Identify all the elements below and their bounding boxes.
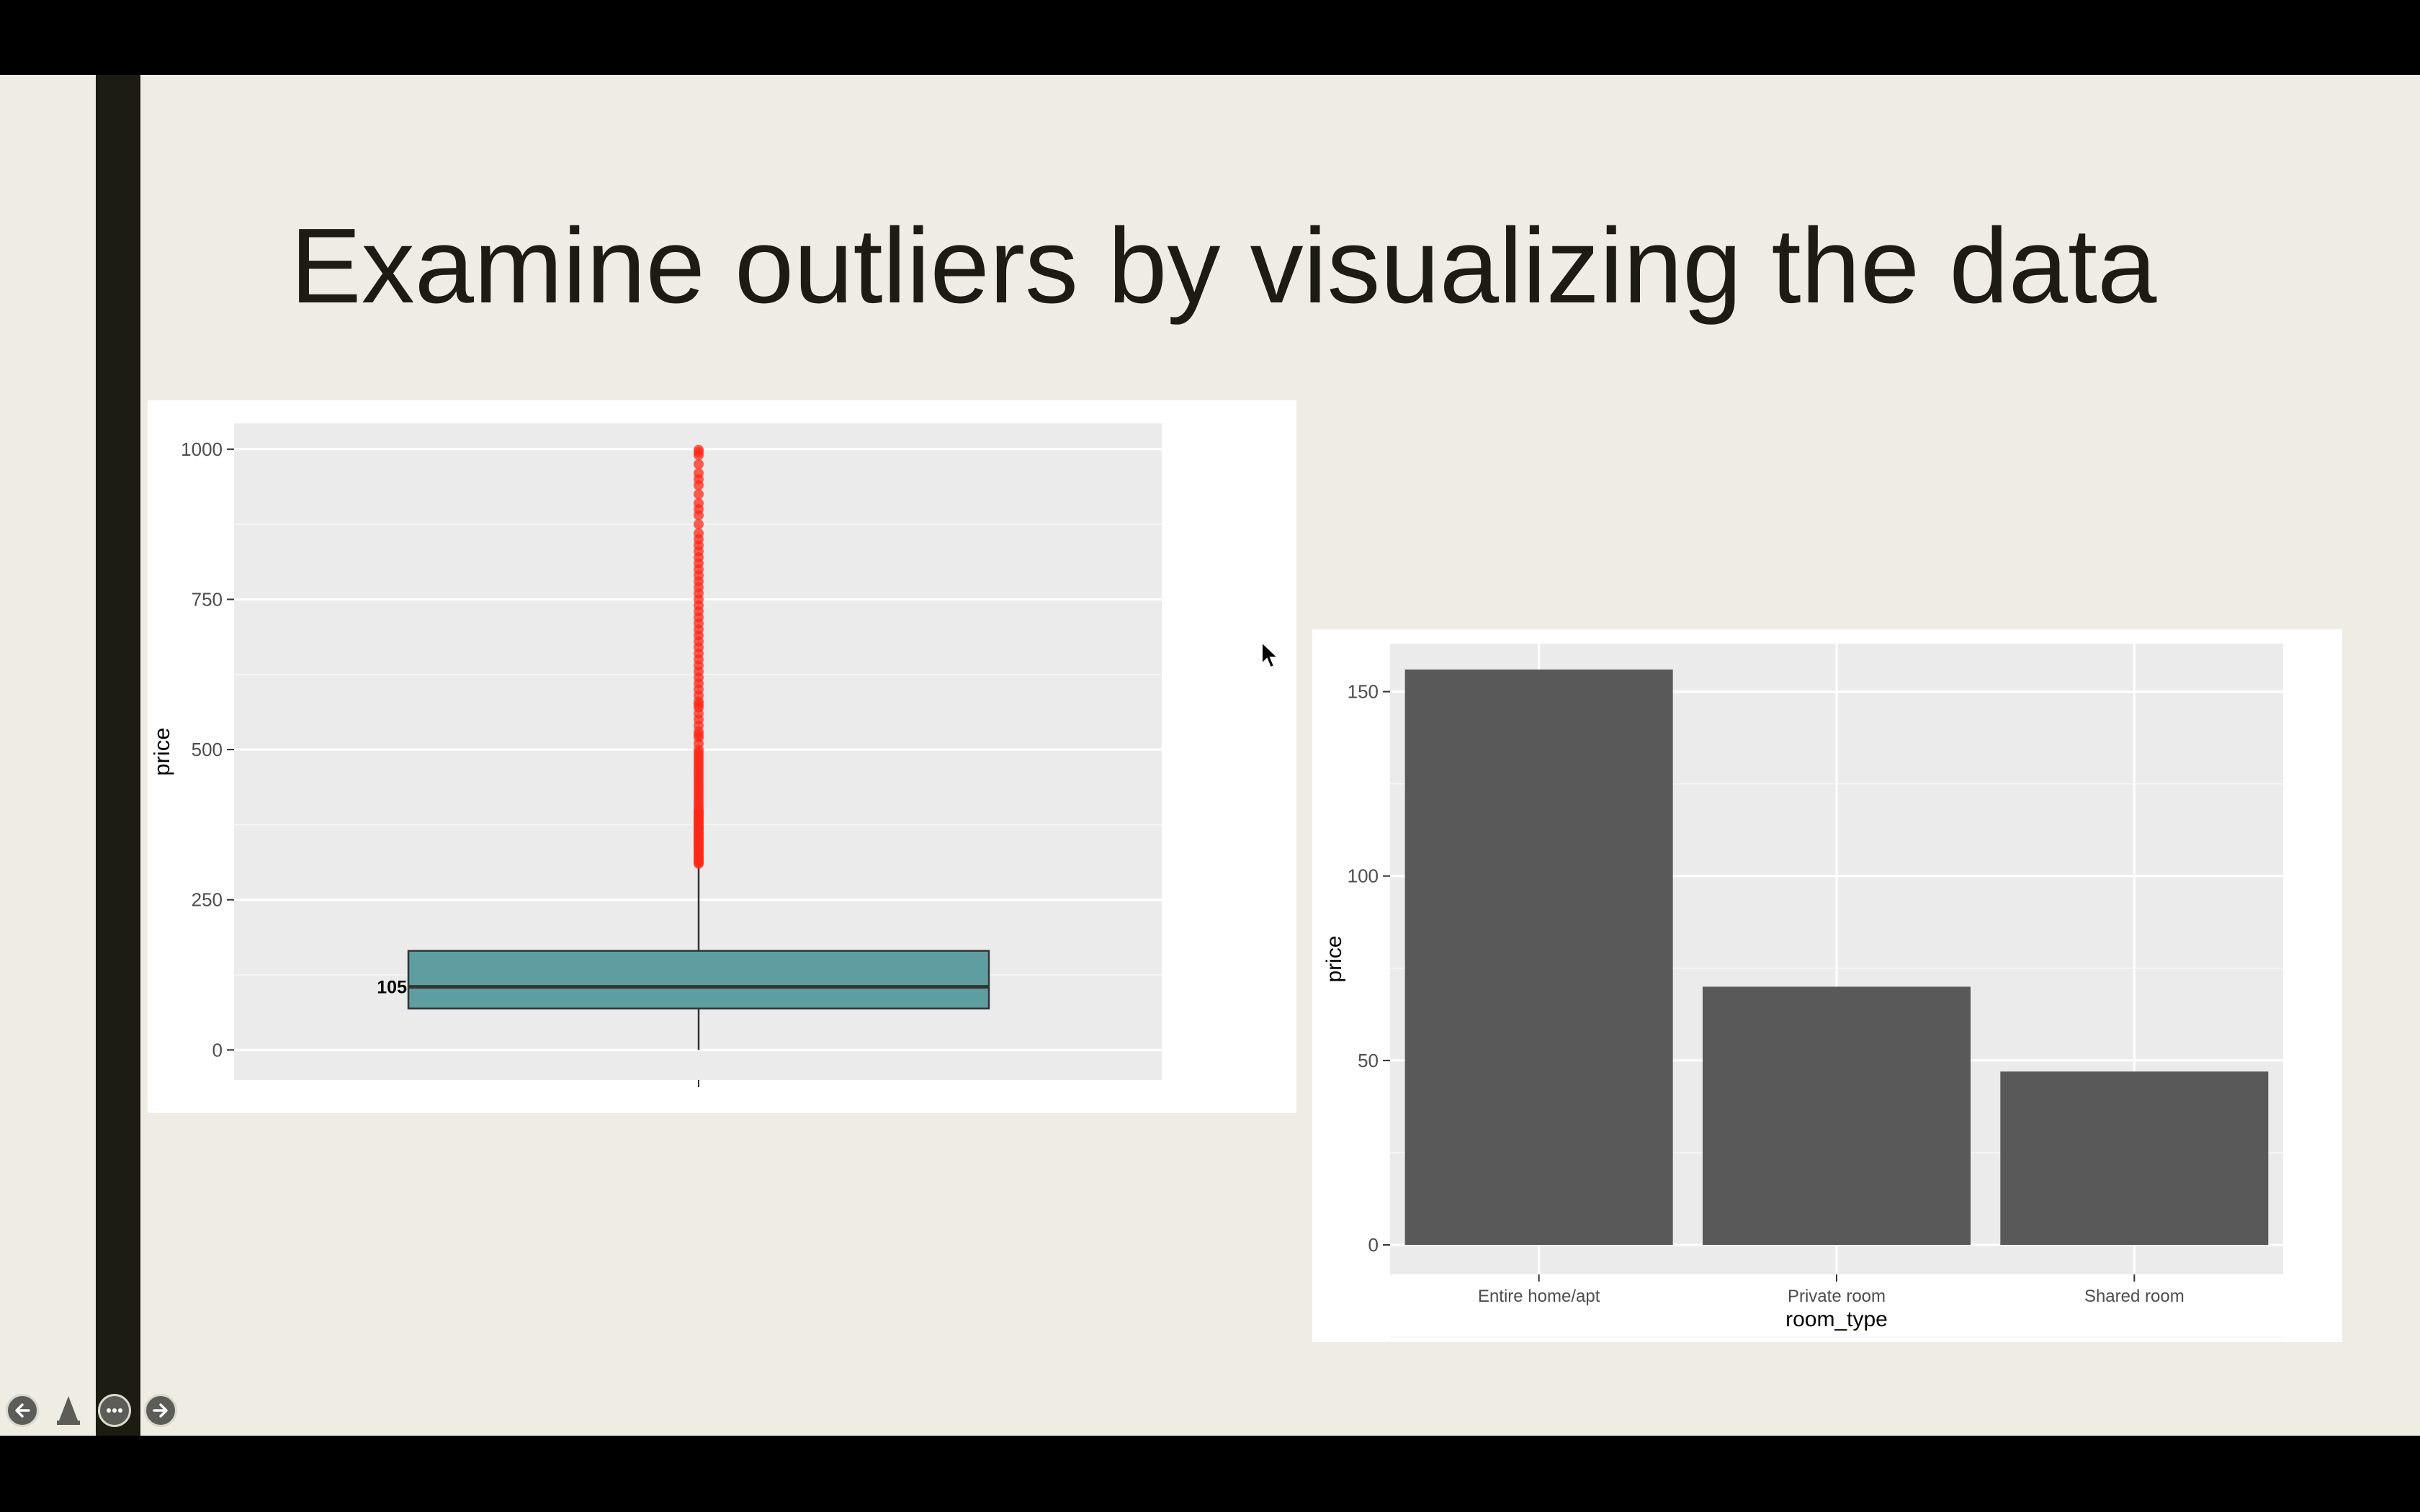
bar bbox=[1703, 986, 1971, 1246]
top-letterbox bbox=[0, 0, 2420, 75]
y-tick-label: 750 bbox=[192, 588, 223, 610]
more-icon bbox=[107, 1408, 122, 1413]
bar bbox=[2000, 1071, 2269, 1246]
outlier-point bbox=[694, 498, 704, 508]
outlier-point bbox=[694, 444, 704, 455]
outlier-point bbox=[694, 528, 704, 539]
y-tick-label: 1000 bbox=[181, 438, 223, 460]
y-tick-label: 150 bbox=[1348, 681, 1379, 703]
y-tick-label: 50 bbox=[1358, 1050, 1379, 1071]
median-label: 105 bbox=[377, 978, 407, 998]
bar-chart: 0 50 100 150 Entire home/apt Private room Shar… bbox=[1322, 644, 2283, 1338]
outlier-point bbox=[694, 489, 704, 500]
arrow-left-icon bbox=[15, 1403, 30, 1418]
accent-bar bbox=[96, 75, 140, 1436]
barchart-panel: 0 50 100 150 Entire home/apt Private room Shar… bbox=[1312, 629, 2342, 1342]
y-tick-label: 0 bbox=[212, 1039, 223, 1061]
pen-tool-button[interactable] bbox=[52, 1394, 85, 1427]
x-axis-label: room_type bbox=[1785, 1308, 1888, 1331]
bar bbox=[1404, 669, 1673, 1246]
bottom-letterbox bbox=[0, 1436, 2420, 1512]
more-options-button[interactable] bbox=[98, 1394, 131, 1427]
previous-slide-button[interactable] bbox=[6, 1394, 39, 1427]
slide: Examine outliers by visualizing the data… bbox=[0, 75, 2420, 1436]
x-tick-label: Shared room bbox=[2084, 1287, 2184, 1306]
x-tick-label: Entire home/apt bbox=[1478, 1287, 1600, 1306]
outlier-point bbox=[694, 459, 704, 469]
pen-icon bbox=[57, 1396, 80, 1425]
slide-title: Examine outliers by visualizing the data bbox=[290, 207, 2157, 325]
y-tick-label: 100 bbox=[1348, 865, 1379, 887]
boxplot-chart: 0 250 500 750 1000 105 price bbox=[149, 423, 1162, 1087]
y-axis-label: price bbox=[1322, 935, 1346, 982]
y-axis-label: price bbox=[149, 727, 174, 775]
outlier-point bbox=[694, 519, 704, 530]
mouse-cursor-icon bbox=[1261, 641, 1280, 669]
y-tick-label: 500 bbox=[192, 739, 223, 760]
y-tick-label: 250 bbox=[192, 889, 223, 911]
arrow-right-icon bbox=[153, 1403, 168, 1418]
next-slide-button[interactable] bbox=[144, 1394, 177, 1427]
outlier-point bbox=[694, 468, 704, 479]
boxplot-panel: 0 250 500 750 1000 105 price bbox=[148, 400, 1296, 1113]
x-tick-label: Private room bbox=[1788, 1287, 1886, 1306]
y-tick-label: 0 bbox=[1368, 1234, 1379, 1256]
box bbox=[407, 950, 990, 1009]
